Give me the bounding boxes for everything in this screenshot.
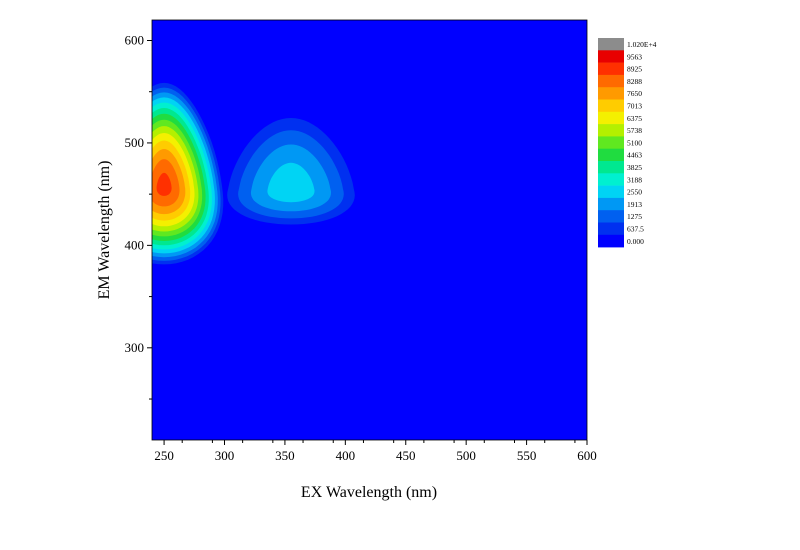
legend-swatch [598,148,624,162]
legend-swatch [598,62,624,76]
contour-band-peak2-level-2550 [267,162,315,203]
legend-label: 5738 [627,126,642,135]
legend-swatch [598,38,624,51]
colorbar-legend: 1.020E+4 9563 8925 8288 7650 7013 6375 5738 5100… [598,38,657,248]
contour-band-peak1-level-8925 [156,172,172,196]
legend-label: 7013 [627,102,642,111]
legend-swatch [598,185,624,199]
legend-label: 0.000 [627,237,644,246]
legend-swatch [598,173,624,186]
x-tick-label: 250 [154,448,174,463]
legend-swatch [598,234,624,248]
legend-label: 2550 [627,188,642,197]
legend-label: 1275 [627,212,642,221]
contour-background [152,20,587,440]
x-tick-label: 450 [396,448,416,463]
legend-label: 9563 [627,52,642,61]
legend-swatch [598,161,624,174]
axes: 250 300 350 400 450 500 550 600 300 400 500 600 [125,19,597,463]
y-tick-label: 600 [125,32,145,47]
legend-label: 8288 [627,77,642,86]
legend-swatch [598,74,624,88]
legend-label: 5100 [627,138,642,147]
x-tick-label: 550 [517,448,537,463]
legend-swatch [598,50,624,63]
x-tick-label: 500 [456,448,476,463]
legend-swatch [598,222,624,236]
plot-frame [151,19,588,441]
legend-swatch [598,99,624,113]
legend-label: 6375 [627,114,642,123]
legend-label: 1913 [627,200,642,209]
x-tick-label: 300 [215,448,235,463]
y-tick-label: 400 [125,237,145,252]
legend-swatch [598,87,624,100]
legend-label: 1.020E+4 [627,40,657,49]
y-tick-label: 300 [125,340,145,355]
legend-swatch [598,111,624,125]
legend-swatch [598,197,624,211]
x-axis-title: EX Wavelength (nm) [301,484,437,501]
legend-label: 637.5 [627,225,644,234]
x-tick-label: 350 [275,448,295,463]
plot-area [152,20,587,440]
legend-label: 3825 [627,163,642,172]
x-tick-label: 600 [577,448,597,463]
x-tick-label: 400 [336,448,356,463]
legend-label: 4463 [627,151,642,160]
y-tick-label: 500 [125,135,145,150]
legend-swatch [598,136,624,149]
legend-label: 3188 [627,175,642,184]
y-axis-title: EM Wavelength (nm) [96,161,113,300]
legend-label: 8925 [627,65,642,74]
legend-label: 7650 [627,89,642,98]
legend-swatch [598,210,624,223]
legend-swatch [598,124,624,137]
